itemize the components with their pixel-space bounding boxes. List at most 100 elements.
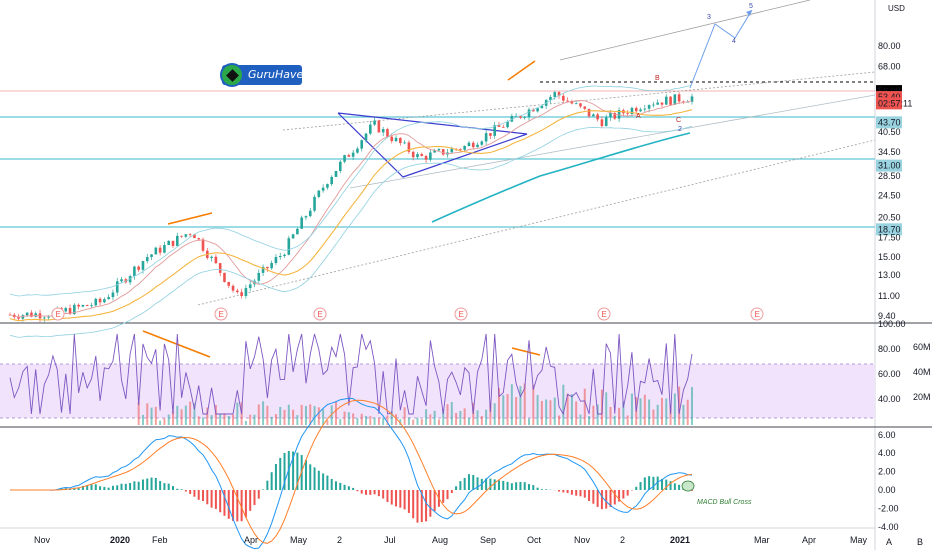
candle-body[interactable] [682,101,685,103]
candle-body[interactable] [115,281,119,293]
candle-body[interactable] [437,149,441,151]
candle-body[interactable] [150,254,153,258]
corner-button-b[interactable]: B [917,537,924,547]
candle-body[interactable] [506,121,509,128]
candle-body[interactable] [266,266,269,269]
candle-body[interactable] [690,96,694,102]
candle-body[interactable] [278,255,282,257]
candle-body[interactable] [313,196,316,211]
candle-body[interactable] [484,133,488,142]
candle-body[interactable] [30,312,33,317]
candle-body[interactable] [68,308,72,315]
candle-body[interactable] [227,281,231,286]
currency-label[interactable]: USD [888,4,905,13]
candle-body[interactable] [304,216,308,218]
candle-body[interactable] [321,187,325,191]
candle-body[interactable] [47,316,50,318]
candle-body[interactable] [338,161,342,171]
candle-body[interactable] [630,107,634,114]
candle-body[interactable] [373,120,376,125]
earnings-marker[interactable] [313,307,327,321]
candle-body[interactable] [326,184,329,188]
candle-body[interactable] [107,297,110,300]
candle-body[interactable] [639,109,642,112]
candle-body[interactable] [420,154,424,157]
candle-body[interactable] [647,105,651,109]
candle-body[interactable] [253,280,256,285]
candle-body[interactable] [527,109,531,118]
candle-body[interactable] [471,142,475,148]
candle-body[interactable] [197,238,201,240]
candle-body[interactable] [677,94,681,102]
candle-body[interactable] [463,146,466,150]
candle-body[interactable] [514,115,518,117]
candle-body[interactable] [120,279,123,282]
candle-body[interactable] [664,96,668,105]
candle-body[interactable] [570,101,574,104]
candle-body[interactable] [634,107,638,112]
candle-body[interactable] [94,298,98,306]
candle-body[interactable] [609,113,612,118]
candle-body[interactable] [407,142,411,152]
candle-body[interactable] [403,142,406,144]
candle-body[interactable] [476,144,479,148]
candle-body[interactable] [669,96,672,105]
candle-body[interactable] [596,114,599,120]
candle-body[interactable] [244,288,248,297]
candle-body[interactable] [369,124,372,134]
candle-body[interactable] [236,290,239,293]
candle-body[interactable] [416,154,419,158]
candle-body[interactable] [184,234,188,237]
candle-body[interactable] [25,312,29,316]
candle-body[interactable] [201,239,205,251]
candle-body[interactable] [175,235,179,246]
candle-body[interactable] [660,102,664,105]
candle-body[interactable] [364,133,368,141]
candle-body[interactable] [553,92,557,97]
candle-body[interactable] [21,315,25,319]
candle-body[interactable] [510,115,514,122]
candle-body[interactable] [429,152,432,160]
candle-body[interactable] [626,113,629,115]
candle-body[interactable] [291,234,295,239]
candle-body[interactable] [399,137,402,144]
candle-body[interactable] [188,234,192,236]
candle-body[interactable] [154,247,158,255]
candle-body[interactable] [240,292,243,297]
candle-body[interactable] [557,92,561,96]
candle-body[interactable] [480,141,484,145]
candle-body[interactable] [257,272,261,281]
corner-button-a[interactable]: A [886,537,893,547]
candle-body[interactable] [145,257,149,262]
candle-body[interactable] [579,103,582,107]
candle-body[interactable] [523,117,527,118]
candle-body[interactable] [613,113,617,119]
candle-body[interactable] [501,126,505,128]
candle-body[interactable] [424,156,428,160]
candle-body[interactable] [600,119,604,127]
candle-body[interactable] [673,94,677,105]
candle-body[interactable] [73,304,76,315]
candle-body[interactable] [85,304,89,306]
candle-body[interactable] [411,151,415,158]
candle-body[interactable] [171,240,175,246]
candle-body[interactable] [441,149,445,155]
candle-body[interactable] [343,155,346,162]
candle-body[interactable] [163,245,166,253]
candle-body[interactable] [617,110,621,119]
candle-body[interactable] [347,155,351,157]
earnings-marker[interactable] [597,307,611,321]
earnings-marker[interactable] [750,307,764,321]
earnings-marker[interactable] [51,307,65,321]
candle-body[interactable] [652,104,655,106]
candle-body[interactable] [210,256,213,258]
candle-body[interactable] [540,105,544,109]
candle-body[interactable] [223,272,226,282]
candle-body[interactable] [214,256,218,264]
earnings-marker[interactable] [454,307,468,321]
candle-body[interactable] [493,125,496,136]
candle-body[interactable] [308,210,312,217]
candle-body[interactable] [656,102,659,105]
candle-body[interactable] [133,266,136,277]
candle-body[interactable] [17,317,20,319]
